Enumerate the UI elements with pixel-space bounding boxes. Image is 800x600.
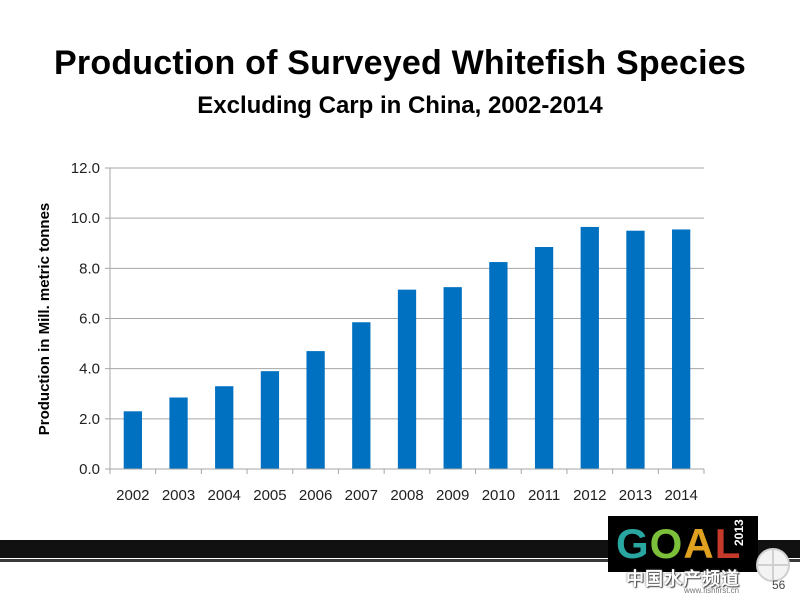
x-tick-label: 2009 — [436, 487, 469, 504]
bar-2009 — [443, 287, 462, 469]
y-tick-label: 8.0 — [79, 260, 100, 277]
x-tick-label: 2007 — [345, 487, 378, 504]
bar-2012 — [580, 226, 599, 469]
logo-letter-a: A — [683, 520, 715, 567]
bar-2005 — [260, 371, 280, 469]
y-tick-label: 0.0 — [79, 461, 100, 478]
bar-2008 — [397, 289, 417, 469]
y-tick-label: 2.0 — [79, 411, 100, 428]
slide-subtitle: Excluding Carp in China, 2002-2014 — [197, 92, 603, 119]
globe-icon — [756, 548, 790, 582]
bar-2011 — [534, 247, 554, 469]
bars — [123, 226, 691, 469]
bar-2004 — [215, 386, 234, 469]
x-tick-label: 2005 — [253, 487, 286, 504]
y-tick-label: 6.0 — [79, 311, 100, 328]
x-tick-label: 2011 — [528, 487, 560, 504]
bar-2006 — [306, 351, 325, 469]
y-tick-label: 12.0 — [71, 160, 100, 177]
watermark-text: 中国水产频道 — [626, 569, 740, 589]
goal-logo-text: GOAL — [616, 522, 741, 566]
x-tick-label: 2012 — [573, 487, 606, 504]
y-tick-label: 4.0 — [79, 361, 100, 378]
bottom-band-line — [0, 559, 800, 562]
y-tick-label: 10.0 — [71, 210, 100, 227]
x-tick-label: 2003 — [162, 487, 195, 504]
logo-letter-o: O — [649, 520, 684, 567]
x-tick-label: 2002 — [116, 487, 149, 504]
bottom-band — [0, 540, 800, 558]
logo-year: 2013 — [732, 519, 746, 546]
goal-logo: GOAL 2013 — [608, 516, 758, 572]
x-tick-label: 2006 — [299, 487, 332, 504]
logo-letter-l: L — [714, 520, 742, 567]
x-tick-label: 2008 — [390, 487, 423, 504]
bar-2014 — [672, 229, 691, 469]
axes: 0.0 2.0 4.0 6.0 8.0 10.0 12.0 2002 2003 2004 2005 2… — [71, 160, 705, 504]
x-tick-label: 2010 — [482, 487, 515, 504]
slide-title: Production of Surveyed Whitefish Species — [54, 44, 746, 82]
y-axis-label: Production in Mill. metric tonnes — [36, 203, 53, 436]
bar-2013 — [626, 230, 645, 469]
bar-2010 — [489, 262, 508, 469]
bar-2007 — [352, 322, 371, 469]
x-tick-label: 2013 — [619, 487, 652, 504]
bar-2002 — [123, 411, 142, 469]
x-tick-label: 2004 — [208, 487, 241, 504]
logo-letter-g: G — [616, 520, 650, 567]
page-number: 56 — [772, 578, 786, 592]
watermark-url: www.fishfirst.cn — [684, 586, 740, 595]
x-tick-label: 2014 — [664, 487, 697, 504]
bar-2003 — [169, 397, 188, 469]
